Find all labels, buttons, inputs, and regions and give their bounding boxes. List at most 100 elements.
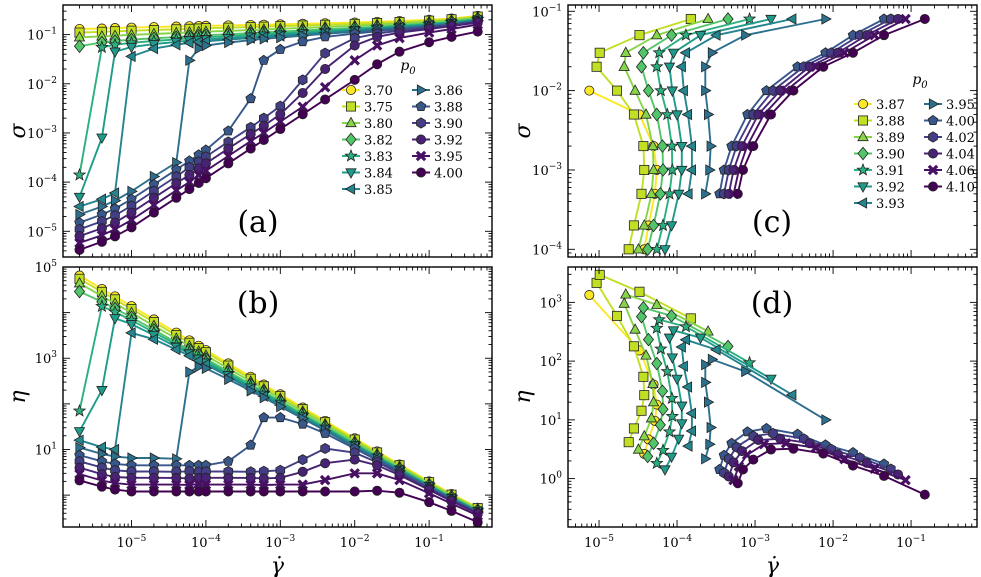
data-point-3.86	[259, 33, 271, 45]
data-point-3.93	[685, 407, 696, 420]
data-point-3.85	[95, 193, 106, 205]
data-point-3.90	[297, 74, 308, 86]
data-point-4.00	[372, 59, 383, 70]
data-point-3.84	[125, 320, 138, 331]
data-point-3.92	[297, 87, 308, 98]
data-point-4.10	[879, 30, 890, 41]
legend-entry-3.82: 3.82	[342, 132, 393, 149]
data-point-3.90	[320, 47, 330, 59]
y-tick-label: 100	[540, 471, 563, 488]
series-3.90	[635, 300, 734, 464]
data-point-3.95	[741, 29, 752, 41]
data-point-3.92	[148, 192, 159, 203]
data-point-3.92	[659, 465, 671, 476]
plot-area	[584, 11, 930, 257]
legend-label: 3.89	[876, 131, 905, 146]
legend-marker	[928, 131, 938, 143]
data-point-3.92	[665, 221, 678, 232]
data-point-4.00	[200, 173, 211, 184]
legend-marker	[345, 116, 357, 128]
legend-title: p0	[912, 72, 928, 91]
data-point-3.85	[183, 37, 194, 49]
series-3.91	[650, 11, 757, 256]
y-tick-label: 10−2	[27, 76, 57, 93]
legend-entry-3.90: 3.90	[412, 117, 463, 132]
data-point-3.90	[642, 332, 655, 347]
legend-marker	[415, 167, 426, 178]
series-3.93	[675, 13, 797, 200]
legend-marker	[415, 150, 427, 162]
legend-marker	[345, 168, 357, 179]
legend-marker	[928, 148, 939, 159]
legend-label: 3.75	[364, 101, 393, 116]
data-point-3.93	[677, 84, 688, 97]
data-point-4.00	[424, 497, 435, 508]
data-point-3.95	[701, 376, 712, 389]
data-point-3.91	[679, 319, 693, 333]
data-point-3.92	[663, 333, 676, 345]
data-point-3.95	[704, 396, 715, 408]
data-point-4.00	[193, 177, 204, 188]
series-3.93	[675, 334, 797, 452]
data-point-3.86	[149, 170, 161, 183]
x-tick-label: 10−3	[265, 534, 295, 551]
data-point-3.92	[676, 165, 688, 177]
data-point-3.95	[297, 101, 308, 113]
data-point-3.92	[297, 466, 308, 477]
series-3.88	[591, 13, 696, 255]
data-point-4.00	[320, 486, 331, 497]
data-point-3.90	[635, 59, 648, 74]
data-point-4.00	[761, 422, 772, 433]
data-point-3.88	[297, 418, 308, 429]
data-point-3.92	[667, 48, 680, 60]
data-point-3.93	[675, 341, 686, 353]
data-point-3.88	[638, 371, 649, 382]
axes-frame	[62, 4, 493, 258]
data-point-3.95	[446, 23, 457, 35]
series-3.90	[635, 12, 734, 257]
data-point-3.95	[126, 214, 137, 226]
y-tick-label: 102	[540, 353, 562, 370]
data-point-3.86	[110, 194, 122, 207]
data-point-3.91	[650, 59, 664, 73]
data-point-3.92	[372, 460, 383, 471]
legend-entry-4.00: 4.00	[412, 167, 463, 182]
y-tick-label: 103	[540, 294, 563, 311]
legend-entry-4.00: 4.00	[924, 115, 975, 130]
data-point-3.95	[706, 421, 718, 434]
legend-label: 3.91	[876, 164, 905, 179]
data-point-4.10	[818, 448, 829, 459]
data-point-3.91	[656, 443, 670, 457]
data-point-3.95	[701, 61, 712, 73]
data-point-3.95	[821, 13, 832, 25]
data-point-3.85	[73, 434, 84, 446]
legend-entry-3.90: 3.90	[854, 146, 905, 163]
data-point-4.00	[110, 231, 121, 242]
x-tick-label: 10−5	[117, 534, 147, 551]
data-point-3.89	[651, 298, 663, 309]
data-point-3.92	[676, 401, 688, 413]
data-point-3.95	[821, 414, 832, 426]
legend-title: p0	[400, 58, 416, 77]
data-point-3.90	[637, 45, 649, 60]
data-point-4.00	[258, 486, 269, 497]
data-point-3.95	[707, 353, 719, 366]
legend-label: 3.83	[364, 150, 393, 165]
data-point-3.86	[276, 31, 287, 44]
data-point-3.82	[73, 39, 86, 54]
x-tick-label: 10−1	[896, 534, 926, 551]
legend-label: 4.02	[946, 131, 975, 146]
data-point-3.93	[675, 61, 686, 73]
y-axis-label: η	[6, 390, 31, 403]
legend-label: 3.90	[876, 148, 905, 163]
data-point-3.91	[665, 391, 679, 405]
x-tick-label: 10−4	[191, 534, 221, 551]
data-point-4.00	[320, 94, 331, 105]
data-point-3.83	[72, 403, 87, 417]
data-point-3.85	[147, 333, 158, 346]
panel-b-viscosity-vs-shear-rate: 101 103 105 10−5 10−4 10−3 10−2 10−1 η γ̇ (b)	[6, 259, 493, 577]
data-point-4.00	[297, 109, 308, 120]
data-point-3.92	[659, 245, 671, 256]
data-point-3.88	[297, 36, 308, 47]
legend-entry-3.87: 3.87	[854, 98, 905, 113]
